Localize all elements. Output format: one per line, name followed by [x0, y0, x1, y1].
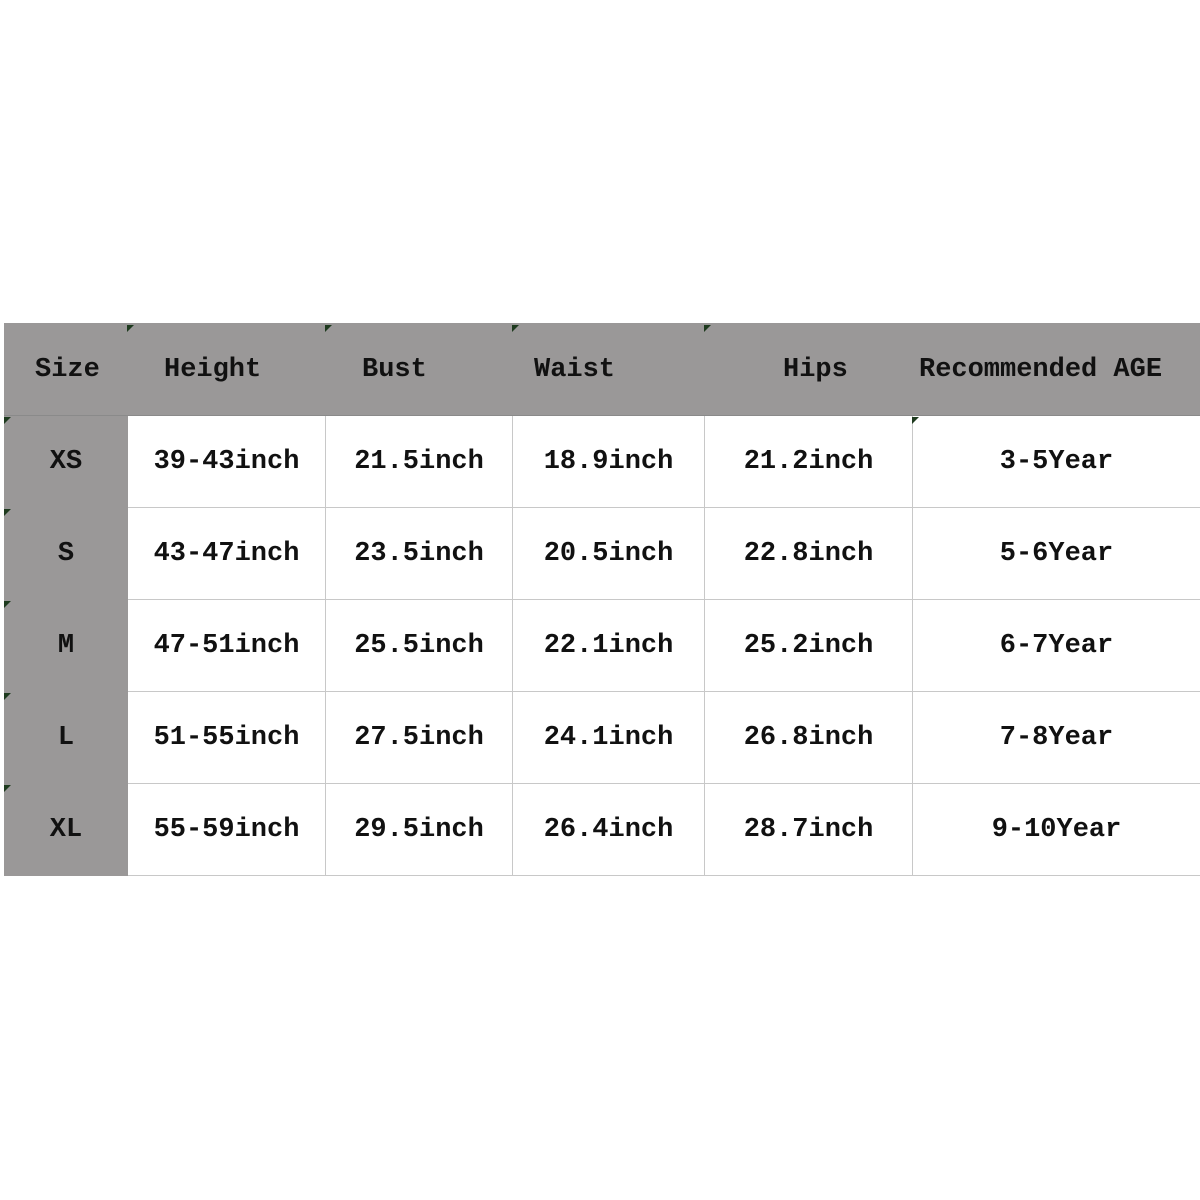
- cell-bust: 23.5inch: [325, 507, 513, 600]
- table-row: XL 55-59inch 29.5inch 26.4inch 28.7inch 9-10Y…: [4, 783, 1200, 876]
- cell-bust: 21.5inch: [325, 415, 513, 508]
- size-chart-table: Size Height Bust Waist Hips Recommended …: [4, 323, 1200, 876]
- cell-marker: [4, 693, 11, 700]
- cell-marker: [912, 417, 919, 424]
- table-row: L 51-55inch 27.5inch 24.1inch 26.8inch 7-8Yea…: [4, 691, 1200, 784]
- cell-marker: [704, 325, 711, 332]
- header-height: Height: [127, 323, 326, 416]
- cell-recommended-age: 3-5Year: [912, 415, 1200, 508]
- cell-waist: 18.9inch: [512, 415, 705, 508]
- cell-waist: 24.1inch: [512, 691, 705, 784]
- cell-recommended-age: 6-7Year: [912, 599, 1200, 692]
- cell-marker: [127, 325, 134, 332]
- cell-recommended-age: 7-8Year: [912, 691, 1200, 784]
- cell-size: M: [4, 599, 128, 692]
- cell-bust: 27.5inch: [325, 691, 513, 784]
- header-hips: Hips: [704, 323, 913, 416]
- cell-marker: [4, 785, 11, 792]
- cell-height: 47-51inch: [127, 599, 326, 692]
- cell-bust: 29.5inch: [325, 783, 513, 876]
- cell-hips: 25.2inch: [704, 599, 913, 692]
- cell-height: 39-43inch: [127, 415, 326, 508]
- cell-marker: [4, 601, 11, 608]
- cell-size: L: [4, 691, 128, 784]
- cell-height: 51-55inch: [127, 691, 326, 784]
- header-recommended-age: Recommended AGE: [912, 323, 1200, 416]
- cell-marker: [325, 325, 332, 332]
- cell-marker: [512, 325, 519, 332]
- cell-recommended-age: 5-6Year: [912, 507, 1200, 600]
- cell-recommended-age: 9-10Year: [912, 783, 1200, 876]
- cell-marker: [4, 509, 11, 516]
- table-row: XS 39-43inch 21.5inch 18.9inch 21.2inch 3-5Ye…: [4, 415, 1200, 508]
- header-size: Size: [4, 323, 128, 416]
- cell-hips: 21.2inch: [704, 415, 913, 508]
- cell-hips: 28.7inch: [704, 783, 913, 876]
- cell-hips: 22.8inch: [704, 507, 913, 600]
- cell-waist: 22.1inch: [512, 599, 705, 692]
- cell-hips: 26.8inch: [704, 691, 913, 784]
- cell-height: 43-47inch: [127, 507, 326, 600]
- cell-size: XL: [4, 783, 128, 876]
- cell-size: XS: [4, 415, 128, 508]
- table-row: M 47-51inch 25.5inch 22.1inch 25.2inch 6-7Yea…: [4, 599, 1200, 692]
- cell-waist: 20.5inch: [512, 507, 705, 600]
- header-bust: Bust: [325, 323, 513, 416]
- cell-waist: 26.4inch: [512, 783, 705, 876]
- header-row: Size Height Bust Waist Hips Recommended …: [4, 323, 1200, 416]
- header-waist: Waist: [512, 323, 705, 416]
- cell-bust: 25.5inch: [325, 599, 513, 692]
- table-row: S 43-47inch 23.5inch 20.5inch 22.8inch 5-6Yea…: [4, 507, 1200, 600]
- cell-height: 55-59inch: [127, 783, 326, 876]
- cell-size: S: [4, 507, 128, 600]
- cell-marker: [4, 417, 11, 424]
